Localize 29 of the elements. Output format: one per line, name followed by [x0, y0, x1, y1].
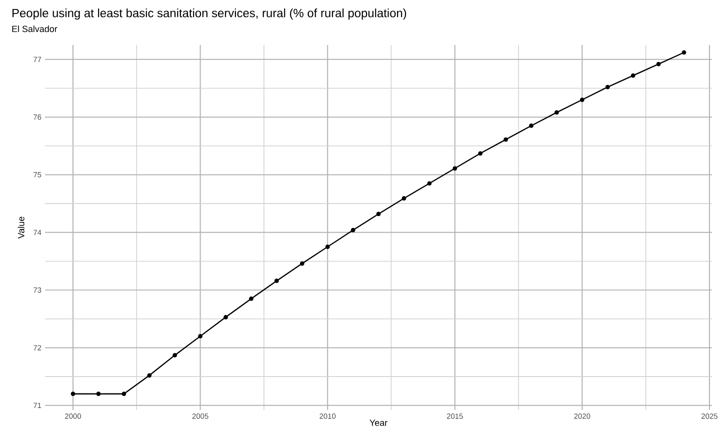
point [147, 373, 152, 378]
point [402, 196, 406, 201]
point [274, 278, 279, 284]
point [249, 296, 254, 301]
chart-title: People using at least basic sanitation services, rural (% of rural population) [12, 8, 406, 20]
point [198, 334, 202, 338]
point [122, 392, 126, 396]
point [96, 392, 101, 396]
point [70, 392, 76, 396]
y-axis-title: Value [18, 216, 24, 239]
chart-subtitle: El Salvador [12, 26, 58, 32]
point [504, 137, 508, 142]
point [300, 261, 304, 266]
point [427, 181, 432, 186]
point [452, 166, 458, 171]
point [682, 50, 686, 55]
point [325, 244, 330, 250]
point [656, 62, 661, 66]
point [580, 98, 584, 102]
x-axis-title: Year [370, 420, 388, 426]
point [554, 110, 559, 115]
point [605, 84, 610, 90]
point [172, 353, 178, 358]
point [529, 124, 534, 128]
point [224, 314, 228, 320]
point [350, 228, 356, 232]
point [376, 212, 381, 216]
point [630, 73, 636, 78]
point [478, 151, 483, 156]
